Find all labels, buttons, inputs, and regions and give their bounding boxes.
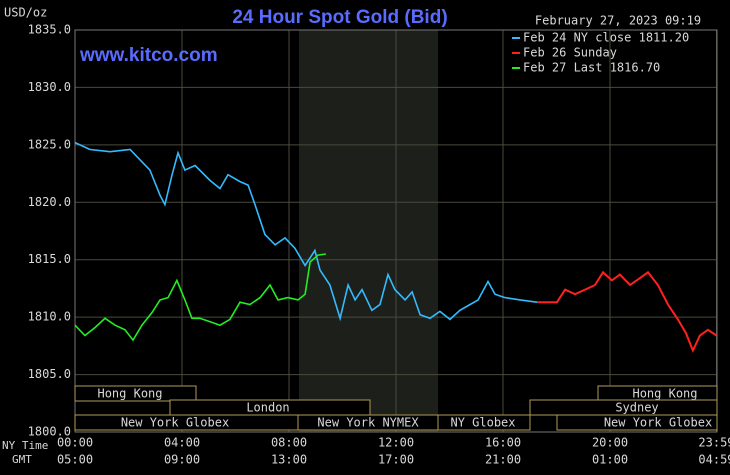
gmt-tick-label: 05:00	[57, 453, 93, 467]
session-box	[74, 385, 197, 402]
gmt-tick-label: 01:00	[592, 453, 628, 467]
gmt-tick-label: 21:00	[485, 453, 521, 467]
x-tick-label: 12:00	[378, 436, 414, 450]
plot-border	[74, 29, 718, 433]
watermark: www.kitco.com	[79, 45, 218, 66]
x-tick-label: 00:00	[57, 436, 93, 450]
nymex-shade	[299, 30, 438, 432]
y-tick-label: 1815.0	[28, 252, 71, 266]
timestamp: February 27, 2023 09:19	[535, 14, 701, 28]
session-label: Sydney	[615, 401, 658, 415]
session-label: Hong Kong	[632, 387, 697, 401]
x-row-label: GMT	[12, 453, 32, 466]
session-label: London	[246, 401, 289, 415]
session-label: NY Globex	[450, 416, 515, 430]
session-box	[556, 414, 718, 431]
y-tick-label: 1820.0	[28, 195, 71, 209]
price-line	[74, 141, 538, 322]
price-line	[74, 253, 327, 342]
y-tick-label: 1830.0	[28, 80, 71, 94]
y-tick-label: 1805.0	[28, 367, 71, 381]
y-tick-label: 1825.0	[28, 137, 71, 151]
gmt-tick-label: 04:59	[698, 453, 730, 467]
x-tick-label: 16:00	[485, 436, 521, 450]
chart-title: 24 Hour Spot Gold (Bid)	[232, 7, 447, 28]
y-tick-label: 1800.0	[28, 425, 71, 439]
x-tick-label: 04:00	[164, 436, 200, 450]
x-tick-label: 08:00	[271, 436, 307, 450]
legend-entry: Feb 27 Last 1816.70	[523, 61, 660, 75]
x-tick-label: 20:00	[592, 436, 628, 450]
session-label: New York Globex	[121, 416, 229, 430]
session-label: Hong Kong	[97, 387, 162, 401]
x-tick-label: 23:59	[698, 436, 730, 450]
gmt-tick-label: 17:00	[378, 453, 414, 467]
session-box	[437, 414, 531, 431]
x-row-label: NY Time	[2, 439, 48, 452]
legend-entry: Feb 24 NY close 1811.20	[523, 31, 689, 45]
y-tick-label: 1835.0	[28, 23, 71, 37]
price-line	[537, 270, 718, 354]
y-axis-label: USD/oz	[4, 6, 47, 20]
gmt-tick-label: 13:00	[271, 453, 307, 467]
y-tick-label: 1810.0	[28, 310, 71, 324]
legend-entry: Feb 26 Sunday	[523, 46, 617, 60]
session-label: New York NYMEX	[317, 416, 419, 430]
gmt-tick-label: 09:00	[164, 453, 200, 467]
session-label: New York Globex	[604, 416, 712, 430]
